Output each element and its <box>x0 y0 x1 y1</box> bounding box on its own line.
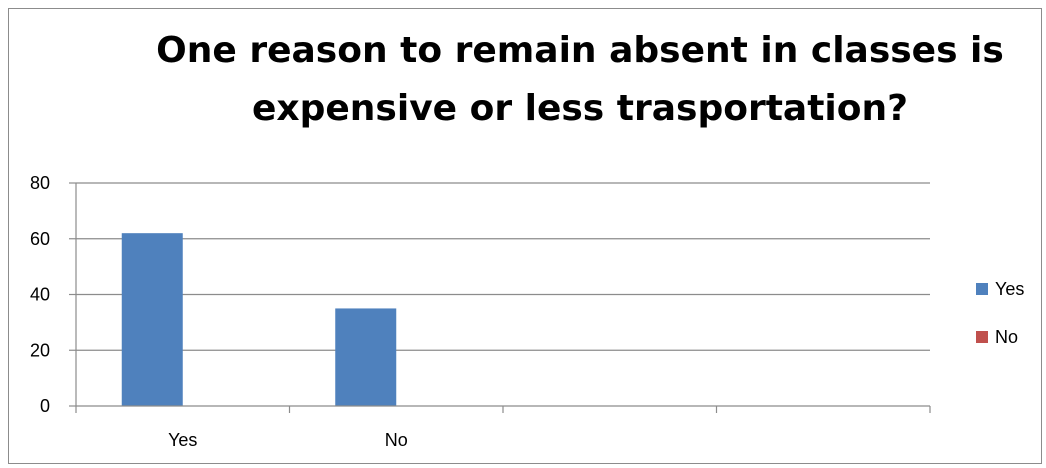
x-tick-label: Yes <box>168 430 197 450</box>
legend-label: No <box>995 327 1018 347</box>
y-tick-label: 80 <box>30 173 50 193</box>
x-axis-labels: Yes No <box>168 430 408 450</box>
legend: Yes No <box>976 279 1024 347</box>
x-tick-label: No <box>385 430 408 450</box>
legend-swatch <box>976 331 988 343</box>
legend-label: Yes <box>995 279 1024 299</box>
axes <box>75 183 931 413</box>
y-tick-label: 40 <box>30 285 50 305</box>
bar <box>121 233 183 406</box>
y-axis-ticks: 0 20 40 60 80 <box>30 173 50 416</box>
bar <box>335 308 397 406</box>
bars <box>121 233 397 406</box>
gridlines <box>69 182 930 407</box>
y-tick-label: 0 <box>40 396 50 416</box>
y-tick-label: 60 <box>30 229 50 249</box>
chart-title: One reason to remain absent in classes i… <box>156 30 1004 129</box>
y-tick-label: 20 <box>30 340 50 360</box>
legend-swatch <box>976 283 988 295</box>
